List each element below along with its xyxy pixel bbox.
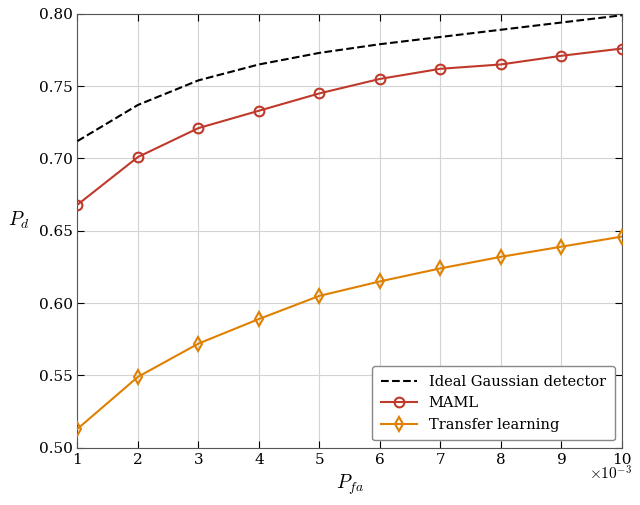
Transfer learning — [316, 293, 323, 299]
Transfer learning — [376, 278, 384, 284]
MAML — [195, 125, 202, 131]
Ideal Gaussian detector — [436, 34, 444, 40]
MAML — [497, 62, 505, 68]
Transfer learning — [618, 233, 626, 239]
Ideal Gaussian detector — [195, 77, 202, 83]
Line: Ideal Gaussian detector: Ideal Gaussian detector — [77, 15, 622, 141]
Ideal Gaussian detector — [618, 12, 626, 18]
Transfer learning — [497, 254, 505, 260]
Ideal Gaussian detector — [316, 50, 323, 56]
Line: MAML: MAML — [72, 44, 627, 210]
Text: $\times10^{-3}$: $\times10^{-3}$ — [589, 464, 632, 482]
Transfer learning — [557, 244, 565, 250]
MAML — [376, 76, 384, 82]
MAML — [134, 154, 141, 160]
MAML — [436, 66, 444, 72]
Legend: Ideal Gaussian detector, MAML, Transfer learning: Ideal Gaussian detector, MAML, Transfer … — [372, 366, 614, 440]
Ideal Gaussian detector — [557, 20, 565, 26]
Transfer learning — [436, 265, 444, 271]
MAML — [316, 90, 323, 96]
Ideal Gaussian detector — [255, 62, 263, 68]
Ideal Gaussian detector — [74, 138, 81, 144]
X-axis label: $P_{fa}$: $P_{fa}$ — [336, 472, 364, 496]
MAML — [618, 45, 626, 52]
Transfer learning — [195, 340, 202, 346]
Transfer learning — [255, 316, 263, 322]
Transfer learning — [134, 374, 141, 380]
MAML — [255, 108, 263, 114]
Ideal Gaussian detector — [376, 41, 384, 47]
Transfer learning — [74, 426, 81, 432]
MAML — [557, 53, 565, 59]
Ideal Gaussian detector — [134, 102, 141, 108]
Y-axis label: $P_d$: $P_d$ — [8, 210, 30, 231]
Ideal Gaussian detector — [497, 27, 505, 33]
MAML — [74, 201, 81, 208]
Line: Transfer learning: Transfer learning — [72, 232, 627, 434]
